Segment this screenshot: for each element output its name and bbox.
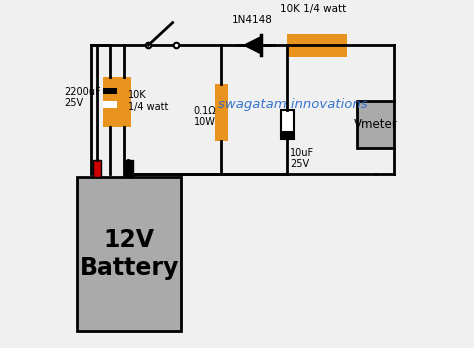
Bar — [103, 88, 117, 94]
Text: 10K
1/4 watt: 10K 1/4 watt — [128, 90, 169, 112]
Bar — [103, 77, 117, 127]
Bar — [215, 84, 228, 141]
Bar — [281, 131, 294, 139]
Polygon shape — [244, 37, 261, 54]
Bar — [117, 77, 130, 127]
Bar — [77, 177, 182, 331]
Text: 10uF
25V: 10uF 25V — [290, 148, 314, 169]
Bar — [92, 160, 101, 177]
Text: swagatam innovations: swagatam innovations — [218, 98, 367, 111]
Text: 2200uF
25V: 2200uF 25V — [65, 87, 101, 108]
Text: Vmeter: Vmeter — [354, 118, 397, 131]
Bar — [287, 34, 346, 57]
Bar — [124, 160, 133, 177]
Text: 0.1Ω
10W: 0.1Ω 10W — [193, 106, 216, 127]
Bar — [357, 101, 393, 148]
Text: 10K 1/4 watt: 10K 1/4 watt — [281, 4, 346, 14]
Text: 12V
Battery: 12V Battery — [80, 228, 179, 280]
Text: 1N4148: 1N4148 — [232, 15, 273, 25]
Bar — [281, 110, 294, 139]
Bar — [103, 101, 117, 108]
